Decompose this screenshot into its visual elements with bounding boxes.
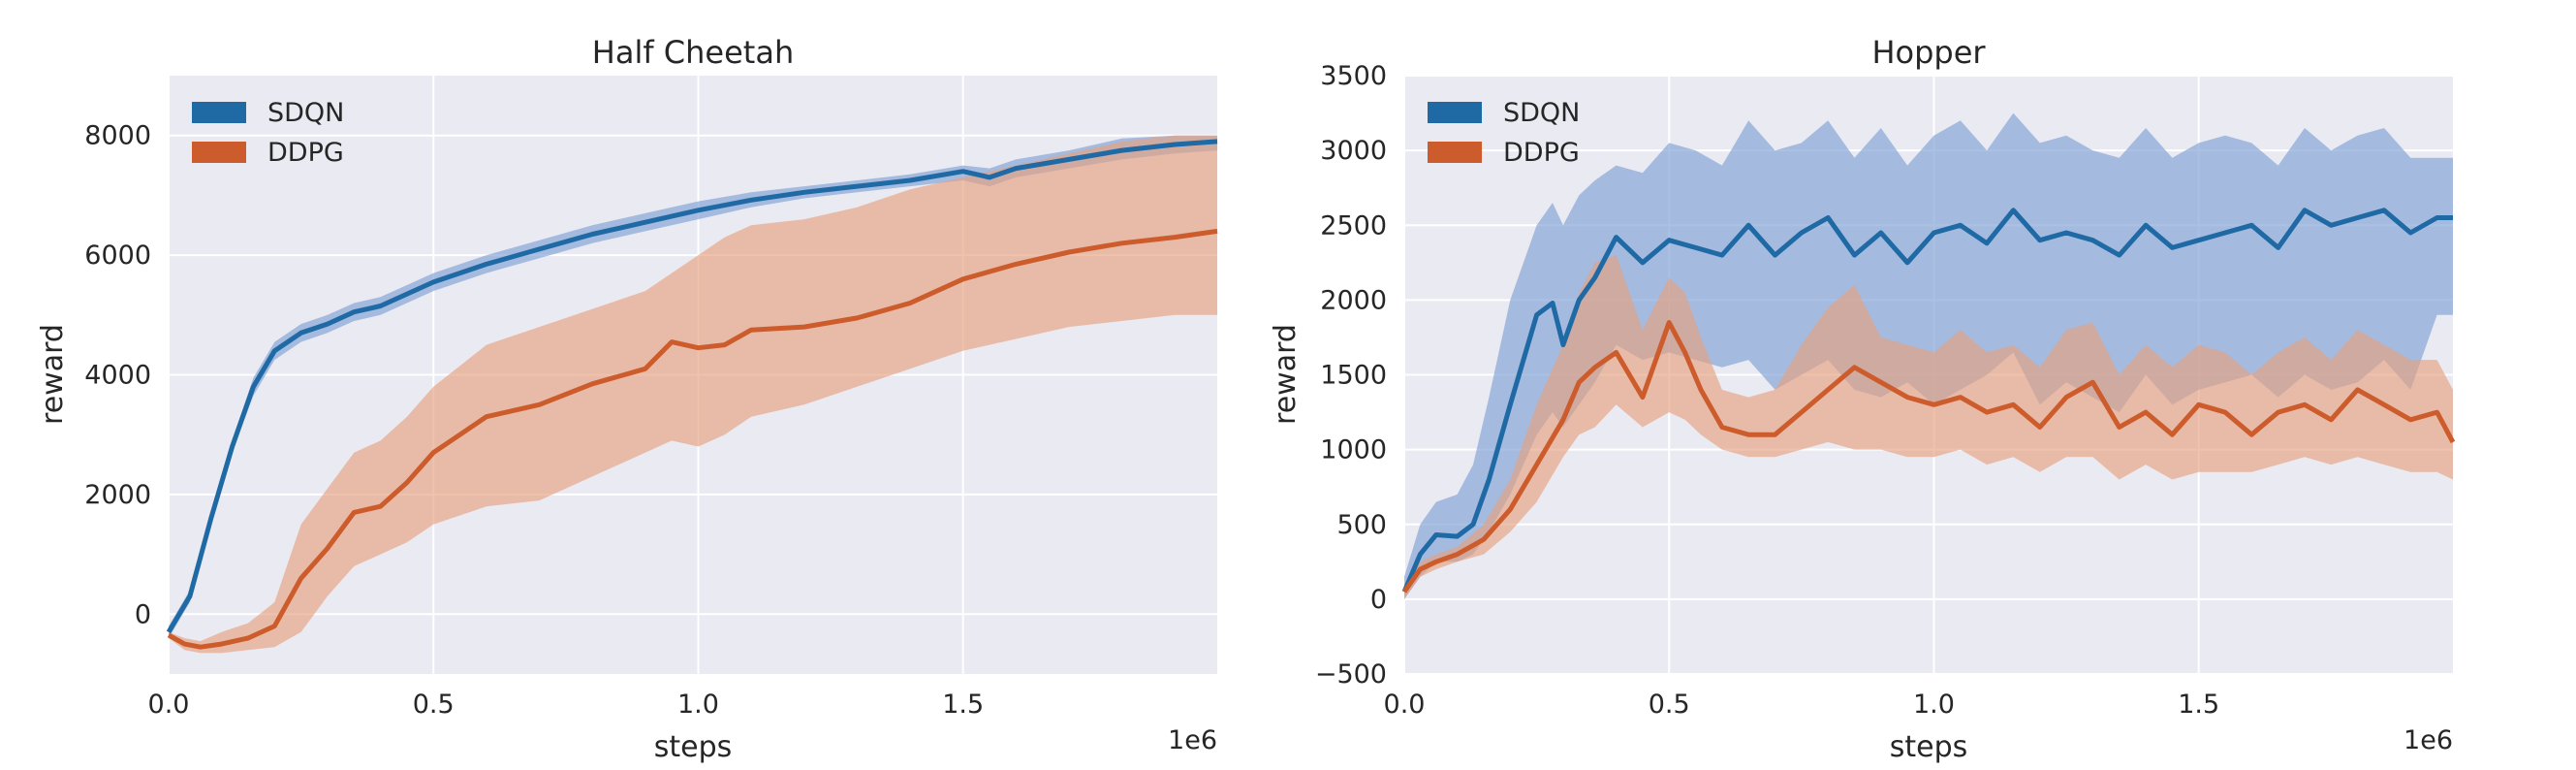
y-tick-label: 3500 (1320, 61, 1387, 91)
y-tick-label: 3000 (1320, 136, 1387, 166)
line-ddpg (1401, 320, 2456, 594)
y-tick-label: 2500 (1320, 210, 1387, 241)
legend: SDQN DDPG (192, 98, 344, 168)
series-lines (166, 139, 1218, 650)
y-tick-label: 500 (1336, 510, 1387, 540)
y-tick-label: 8000 (84, 121, 151, 151)
chart-title: Half Cheetah (592, 34, 794, 71)
legend-swatch-ddpg (1428, 142, 1482, 163)
line-sdqn (1401, 208, 2453, 594)
x-tick-label: 0.5 (413, 690, 455, 720)
x-tick-labels: 0.0 0.5 1.0 1.5 (1384, 690, 2220, 720)
x-tick-label: 1.5 (2178, 690, 2219, 720)
y-tick-label: −500 (1315, 659, 1387, 690)
confidence-bands (169, 135, 1217, 654)
y-tick-label: 1500 (1320, 361, 1387, 391)
x-tick-label: 1.5 (942, 690, 984, 720)
y-tick-labels: 0 2000 4000 6000 8000 (84, 121, 151, 630)
x-tick-label: 0.5 (1649, 690, 1690, 720)
confidence-bands (1404, 112, 2453, 599)
x-tick-label: 0.0 (1384, 690, 1426, 720)
y-tick-label: 2000 (1320, 285, 1387, 315)
chart-half-cheetah: 0 2000 4000 6000 8000 0.0 0.5 1.0 1.5 Half Chee… (36, 34, 1218, 764)
chart-hopper: −500 0 500 1000 1500 2000 2500 3000 3500 0.0 0.5 1… (1269, 34, 2456, 764)
x-axis-label: steps (654, 730, 733, 764)
y-tick-label: 0 (135, 599, 151, 629)
band-ddpg (169, 135, 1217, 654)
x-axis-label: steps (1890, 730, 1968, 764)
line-ddpg (167, 228, 1218, 650)
x-tick-labels: 0.0 0.5 1.0 1.5 (148, 690, 985, 720)
y-axis-label: reward (1269, 324, 1303, 425)
legend-swatch-sdqn (192, 102, 246, 123)
y-axis-label: reward (36, 324, 70, 425)
legend-label-sdqn: SDQN (267, 98, 344, 128)
legend-label-ddpg: DDPG (267, 138, 344, 168)
x-tick-label: 1.0 (677, 690, 719, 720)
legend-swatch-sdqn (1428, 102, 1482, 123)
x-offset-label: 1e6 (2403, 725, 2453, 755)
legend-swatch-ddpg (192, 142, 246, 163)
legend: SDQN DDPG (1428, 98, 1580, 168)
band-ddpg (1404, 255, 2453, 599)
x-tick-label: 0.0 (148, 690, 190, 720)
series-lines (1401, 208, 2456, 594)
y-tick-label: 6000 (84, 241, 151, 271)
y-tick-label: 0 (1370, 585, 1387, 615)
y-tick-label: 4000 (84, 361, 151, 391)
x-offset-label: 1e6 (1168, 725, 1217, 755)
legend-label-sdqn: SDQN (1503, 98, 1580, 128)
legend-label-ddpg: DDPG (1503, 138, 1580, 168)
x-tick-label: 1.0 (1913, 690, 1955, 720)
y-tick-labels: −500 0 500 1000 1500 2000 2500 3000 3500 (1315, 61, 1387, 690)
y-tick-label: 2000 (84, 480, 151, 510)
y-tick-label: 1000 (1320, 435, 1387, 465)
chart-title: Hopper (1871, 34, 1986, 71)
line-sdqn (166, 139, 1218, 634)
